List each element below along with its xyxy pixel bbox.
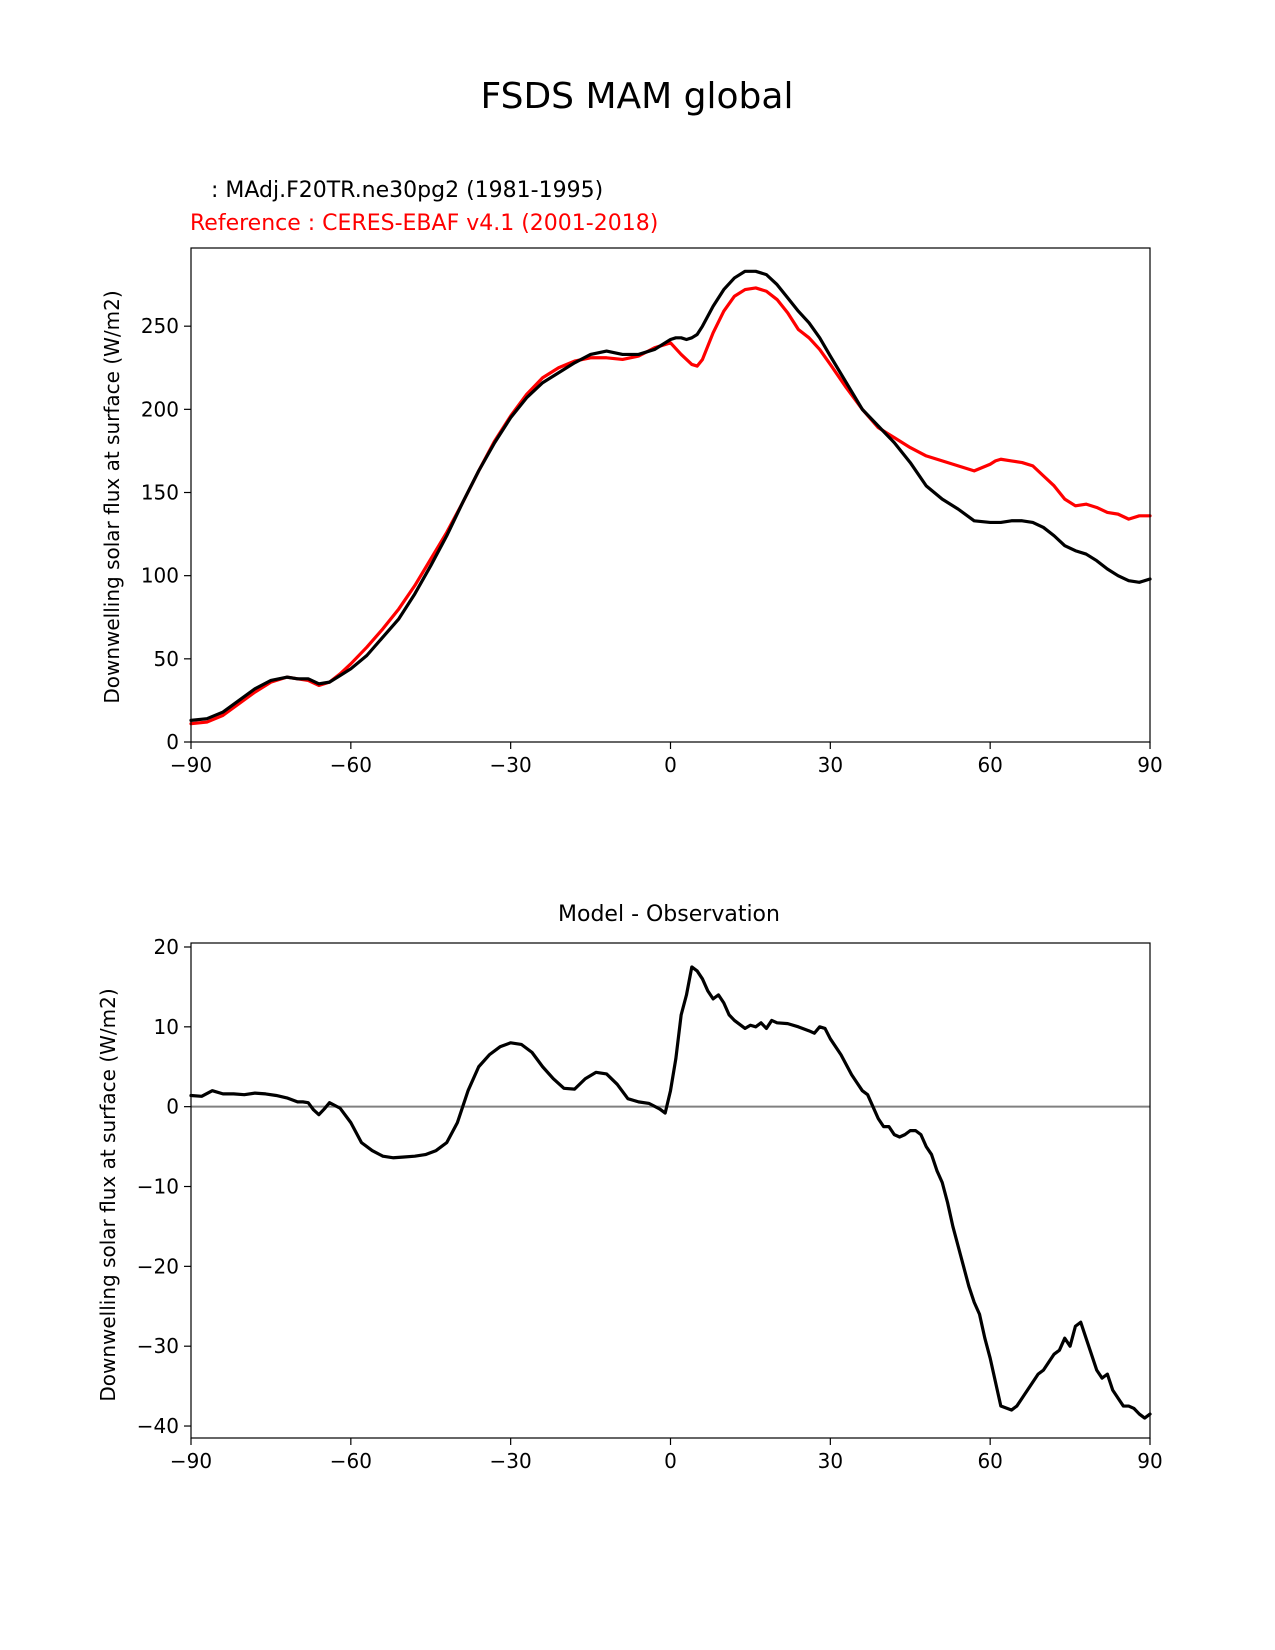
bottom-y-tick-label: −30	[137, 1334, 179, 1358]
bottom-x-tick-label: −90	[170, 1449, 212, 1473]
top-y-axis-label: Downwelling solar flux at surface (W/m2)	[100, 290, 124, 703]
top-plot-area: −90 −60 −30 0 30 60 90 0 50 100 150 200 250	[141, 247, 1163, 777]
bottom-axes-frame	[190, 942, 1151, 1439]
top-axes-frame	[190, 247, 1151, 743]
panel-bottom-chart: Model - Observation Downwelling solar fl…	[96, 902, 1163, 1473]
figure-suptitle: FSDS MAM global	[481, 76, 794, 117]
top-y-tick-label: 100	[141, 564, 179, 588]
panel-top-chart: : MAdj.F20TR.ne30pg2 (1981-1995) Referen…	[100, 178, 1163, 777]
top-series-line-1	[189, 269, 1152, 722]
top-x-tick-label: 30	[818, 753, 843, 777]
top-x-tick-label: 60	[977, 753, 1002, 777]
bottom-x-tick-label: 90	[1137, 1449, 1162, 1473]
bottom-plot-area: −90 −60 −30 0 30 60 90 −40 −30 −20 −10 0 10 20	[137, 935, 1163, 1473]
bottom-y-tick-label: 20	[154, 935, 179, 959]
top-y-tick-label: 250	[141, 314, 179, 338]
top-y-tick-label: 200	[141, 397, 179, 421]
bottom-x-tick-label: 30	[818, 1449, 843, 1473]
reference-label: Reference : CERES-EBAF v4.1 (2001-2018)	[190, 211, 658, 236]
bottom-series-line-0	[189, 965, 1152, 1420]
top-x-tick-label: −60	[330, 753, 372, 777]
bottom-y-axis-label: Downwelling solar flux at surface (W/m2)	[96, 988, 120, 1401]
top-x-tick-label: −30	[490, 753, 532, 777]
difference-panel-title: Model - Observation	[558, 902, 780, 927]
top-series-group	[189, 269, 1152, 726]
bottom-x-tick-label: −60	[330, 1449, 372, 1473]
bottom-y-tick-label: −10	[137, 1175, 179, 1199]
bottom-y-tick-label: −40	[137, 1414, 179, 1438]
top-y-tick-label: 150	[141, 481, 179, 505]
bottom-y-tick-label: 0	[166, 1095, 179, 1119]
bottom-series-group	[189, 965, 1152, 1420]
top-x-tick-label: 0	[664, 753, 677, 777]
top-x-tick-label: −90	[170, 753, 212, 777]
bottom-x-tick-label: 60	[977, 1449, 1002, 1473]
top-x-tick-label: 90	[1137, 753, 1162, 777]
bottom-x-tick-label: −30	[490, 1449, 532, 1473]
top-y-tick-label: 0	[166, 730, 179, 754]
test-case-label: : MAdj.F20TR.ne30pg2 (1981-1995)	[190, 178, 603, 203]
bottom-y-tick-label: −20	[137, 1254, 179, 1278]
bottom-y-tick-label: 10	[154, 1015, 179, 1039]
top-series-line-0	[189, 286, 1152, 726]
top-y-tick-label: 50	[154, 647, 179, 671]
bottom-x-tick-label: 0	[664, 1449, 677, 1473]
